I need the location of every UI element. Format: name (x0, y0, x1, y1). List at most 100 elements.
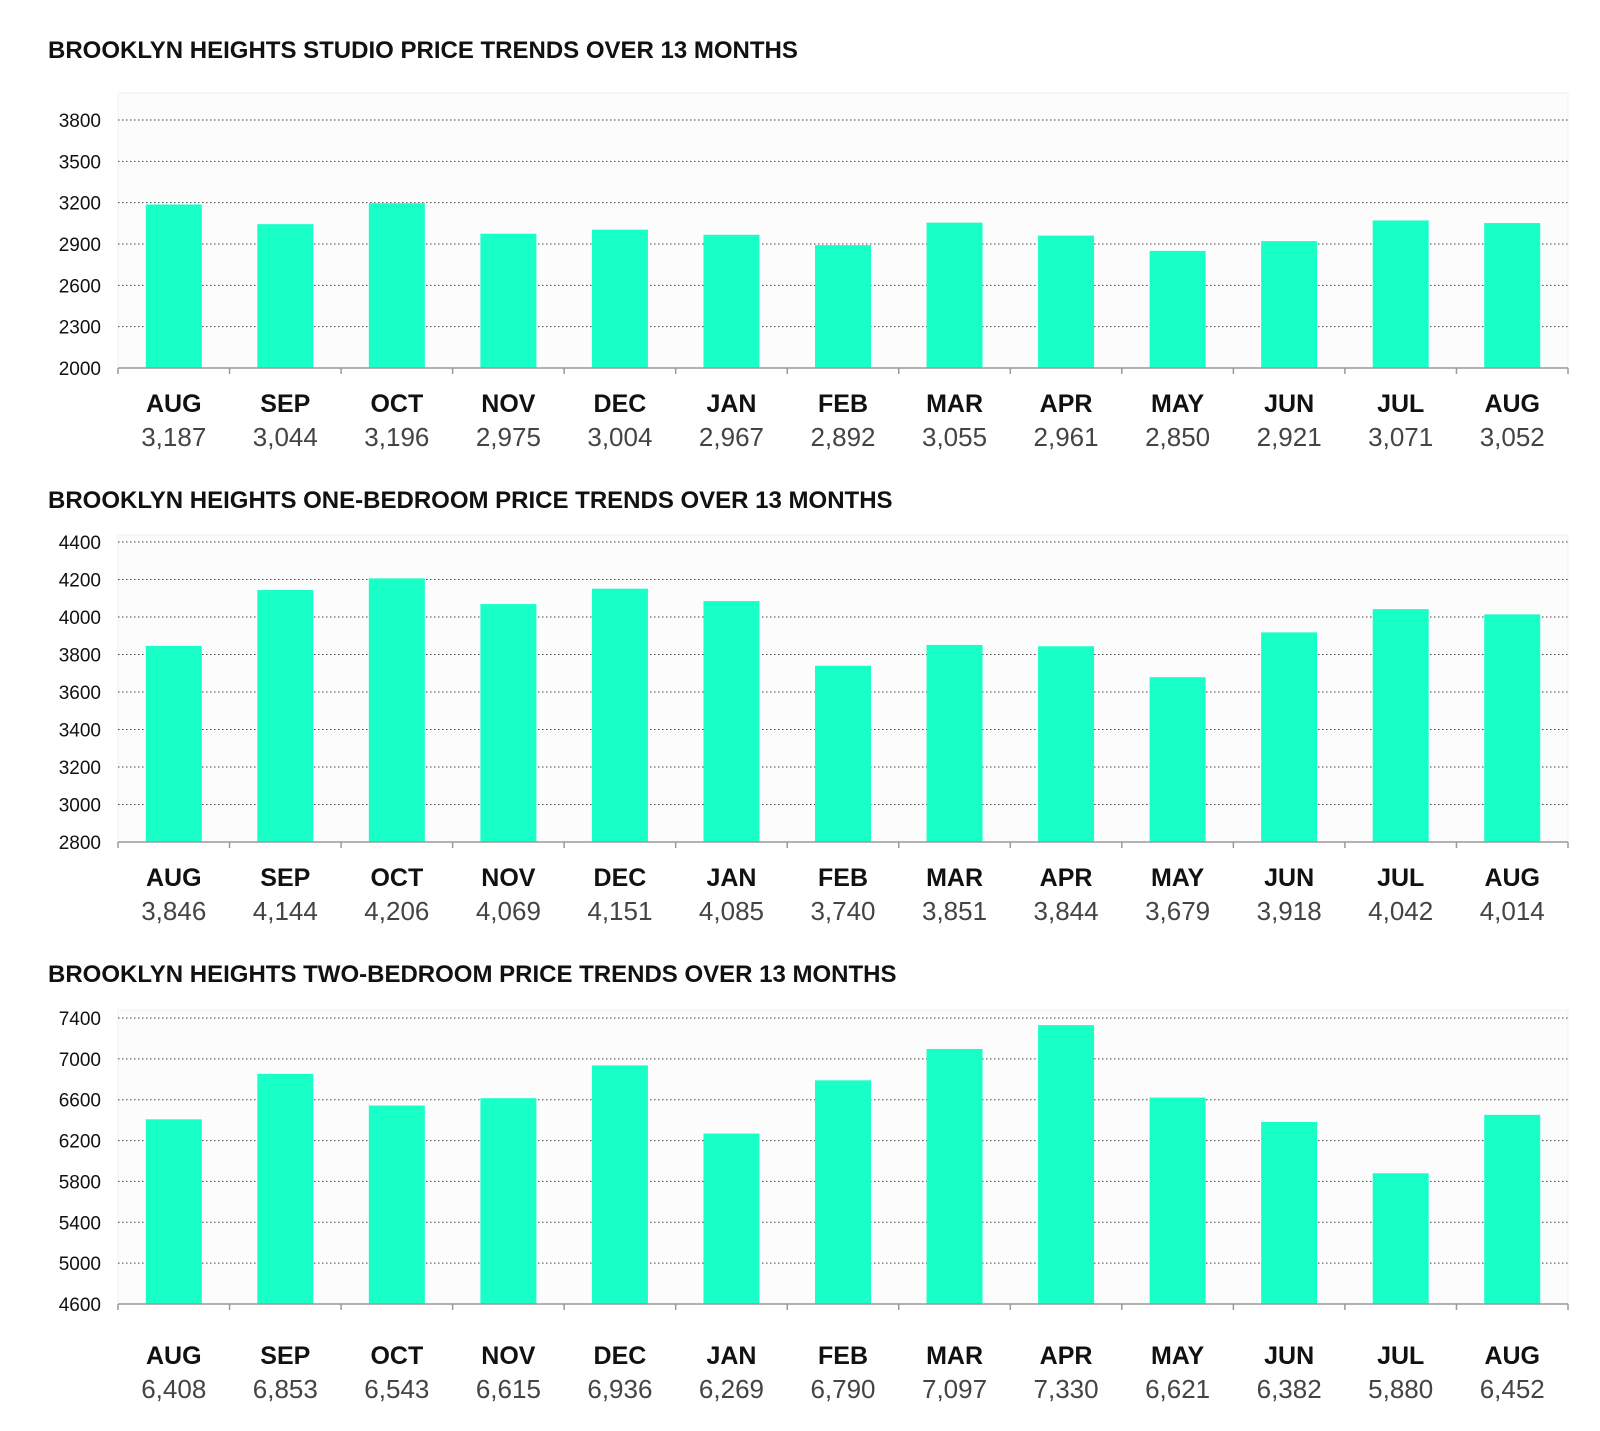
bar-aug-1 (145, 204, 202, 368)
bar-feb-7 (815, 1080, 871, 1304)
bar-jun-11 (1261, 1121, 1318, 1304)
y-tick-label: 2800 (59, 833, 101, 854)
bar-may-10 (1149, 1097, 1206, 1304)
value-label: 5,880 (1368, 1374, 1433, 1404)
bar-aug-1 (145, 645, 202, 842)
x-category-label: SEP (260, 864, 310, 892)
y-tick-label: 2000 (59, 359, 101, 380)
value-label: 3,187 (141, 422, 206, 452)
bar-feb-7 (815, 665, 871, 842)
bar-apr-9 (1038, 646, 1095, 842)
bar-jul-12 (1372, 609, 1429, 842)
value-label: 3,196 (364, 422, 429, 452)
x-category-label: JUN (1264, 390, 1314, 418)
y-tick-label: 6600 (59, 1091, 101, 1112)
y-tick-label: 2900 (59, 235, 101, 256)
bar-oct-3 (368, 578, 425, 842)
y-tick-label: 4200 (59, 571, 101, 592)
x-category-label: AUG (1484, 390, 1540, 418)
value-label: 2,967 (699, 422, 764, 452)
bar-jun-11 (1261, 632, 1318, 842)
value-label: 3,052 (1480, 422, 1545, 452)
value-label: 4,151 (587, 896, 652, 926)
value-label: 6,269 (699, 1374, 764, 1404)
value-label: 6,790 (810, 1374, 875, 1404)
x-category-label: NOV (481, 390, 536, 418)
bar-nov-4 (480, 1098, 537, 1304)
value-label: 3,740 (810, 896, 875, 926)
value-label: 6,543 (364, 1374, 429, 1404)
x-category-label: JUL (1377, 864, 1424, 892)
y-tick-label: 3600 (59, 683, 101, 704)
value-label: 4,085 (699, 896, 764, 926)
value-label: 3,844 (1034, 896, 1099, 926)
x-category-label: MAY (1151, 1342, 1205, 1370)
x-category-label: DEC (594, 390, 647, 418)
x-category-label: AUG (1484, 1342, 1540, 1370)
bar-jun-11 (1261, 241, 1318, 368)
x-category-label: AUG (1484, 864, 1540, 892)
bar-mar-8 (926, 222, 983, 368)
y-tick-label: 3200 (59, 758, 101, 779)
x-category-label: AUG (146, 864, 202, 892)
y-tick-label: 4400 (59, 533, 101, 554)
chart-panel-2: BROOKLYN HEIGHTS ONE-BEDROOM PRICE TREND… (48, 487, 1569, 926)
value-label: 7,330 (1034, 1374, 1099, 1404)
x-category-label: FEB (818, 864, 868, 892)
value-label: 6,615 (476, 1374, 541, 1404)
value-label: 3,679 (1145, 896, 1210, 926)
y-tick-label: 4600 (59, 1295, 101, 1316)
x-category-label: SEP (260, 390, 310, 418)
bar-jan-6 (703, 1133, 760, 1304)
chart-panel-3: BROOKLYN HEIGHTS TWO-BEDROOM PRICE TREND… (48, 961, 1569, 1404)
y-tick-label: 7000 (59, 1050, 101, 1071)
x-category-label: MAR (926, 1342, 983, 1370)
x-category-label: JUN (1264, 1342, 1314, 1370)
value-label: 4,014 (1480, 896, 1545, 926)
value-label: 6,621 (1145, 1374, 1210, 1404)
y-tick-label: 2600 (59, 276, 101, 297)
bar-may-10 (1149, 250, 1206, 368)
bar-nov-4 (480, 233, 537, 368)
x-category-label: AUG (146, 1342, 202, 1370)
bar-jan-6 (703, 601, 760, 842)
y-tick-label: 4000 (59, 608, 101, 629)
value-label: 4,206 (364, 896, 429, 926)
x-category-label: DEC (594, 1342, 647, 1370)
value-label: 2,850 (1145, 422, 1210, 452)
value-label: 3,044 (253, 422, 318, 452)
x-category-label: NOV (481, 864, 536, 892)
bar-jul-12 (1372, 1173, 1429, 1304)
bar-sep-2 (257, 590, 314, 842)
value-label: 3,918 (1257, 896, 1322, 926)
bar-dec-5 (591, 1065, 648, 1304)
bar-sep-2 (257, 1073, 314, 1304)
y-tick-label: 5800 (59, 1172, 101, 1193)
value-label: 6,936 (587, 1374, 652, 1404)
value-label: 4,042 (1368, 896, 1433, 926)
x-category-label: JAN (706, 390, 756, 418)
y-tick-label: 3500 (59, 152, 101, 173)
chart-title: BROOKLYN HEIGHTS STUDIO PRICE TRENDS OVE… (48, 37, 798, 64)
value-label: 2,892 (810, 422, 875, 452)
y-tick-label: 3400 (59, 721, 101, 742)
x-category-label: OCT (370, 864, 423, 892)
value-label: 6,382 (1257, 1374, 1322, 1404)
x-category-label: FEB (818, 390, 868, 418)
y-tick-label: 5400 (59, 1213, 101, 1234)
bar-aug-1 (145, 1119, 202, 1304)
x-category-label: APR (1040, 864, 1093, 892)
y-tick-label: 3800 (59, 646, 101, 667)
y-tick-label: 3000 (59, 796, 101, 817)
bar-apr-9 (1038, 235, 1095, 368)
y-tick-label: 2300 (59, 318, 101, 339)
bar-apr-9 (1038, 1025, 1095, 1304)
value-label: 6,452 (1480, 1374, 1545, 1404)
value-label: 4,069 (476, 896, 541, 926)
y-tick-label: 6200 (59, 1132, 101, 1153)
y-tick-label: 3200 (59, 194, 101, 215)
value-label: 2,961 (1034, 422, 1099, 452)
y-tick-label: 7400 (59, 1009, 101, 1030)
value-label: 3,851 (922, 896, 987, 926)
